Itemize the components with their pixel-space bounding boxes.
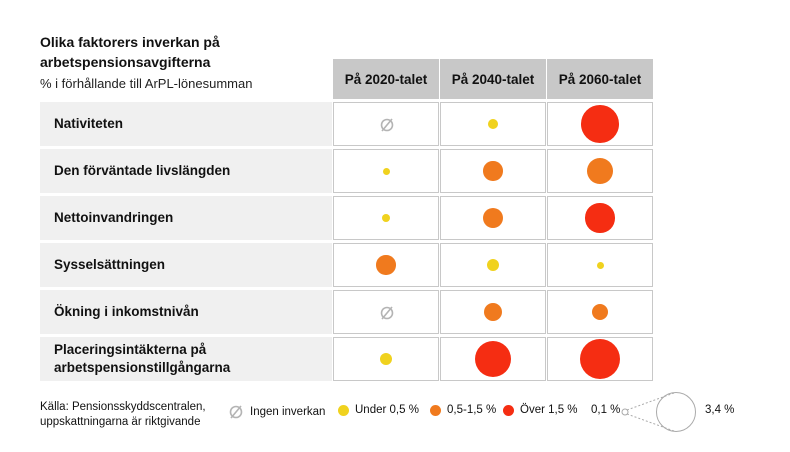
size-legend-small-circle xyxy=(621,408,629,416)
legend-item-mid: 0,5-1,5 % xyxy=(430,404,496,416)
legend-label-mid: 0,5-1,5 % xyxy=(447,404,497,416)
impact-dot xyxy=(581,105,619,143)
matrix-cell xyxy=(333,196,439,240)
impact-dot xyxy=(382,167,390,175)
matrix-cell xyxy=(547,337,653,381)
matrix-cell xyxy=(440,149,546,193)
size-legend-dash-bottom xyxy=(626,413,675,432)
matrix-cell xyxy=(547,290,653,334)
row-label: Placeringsintäkterna på arbetspensionsti… xyxy=(54,342,231,375)
matrix-cell xyxy=(440,196,546,240)
matrix-cell xyxy=(440,337,546,381)
matrix-cell xyxy=(333,337,439,381)
matrix-cell xyxy=(547,196,653,240)
matrix-cell xyxy=(333,102,439,146)
row-label: Nativiteten xyxy=(54,116,124,131)
matrix-cell xyxy=(440,290,546,334)
no-impact-icon xyxy=(229,405,243,419)
legend-dot-under xyxy=(338,404,349,416)
chart-title: Olika faktorers inverkan på arbetspensio… xyxy=(40,34,220,70)
matrix-cell xyxy=(333,290,439,334)
no-impact-icon xyxy=(380,118,394,132)
row-label: Den förväntade livslängden xyxy=(54,163,231,178)
column-header-2040: På 2040-talet xyxy=(440,59,546,99)
legend-dot-mid xyxy=(430,404,441,416)
chart-subtitle: % i förhållande till ArPL-lönesumman xyxy=(40,76,253,91)
matrix-cell xyxy=(547,243,653,287)
impact-dot xyxy=(483,161,503,181)
legend-label-none: Ingen inverkan xyxy=(250,406,326,418)
matrix-cell xyxy=(547,102,653,146)
no-impact-icon xyxy=(380,306,394,320)
impact-dot xyxy=(580,339,620,379)
row-label-cell: Den förväntade livslängden xyxy=(40,149,332,193)
row-label-cell: Placeringsintäkterna på arbetspensionsti… xyxy=(40,337,332,381)
size-legend-dash-top xyxy=(626,392,675,411)
row-label: Sysselsättningen xyxy=(54,257,166,272)
column-header-2060: På 2060-talet xyxy=(547,59,653,99)
chart-title-block: Olika faktorers inverkan på arbetspensio… xyxy=(40,32,320,94)
impact-dot xyxy=(376,255,396,275)
impact-dot xyxy=(488,119,498,129)
matrix-cell xyxy=(440,243,546,287)
matrix-cell xyxy=(440,102,546,146)
matrix-cell xyxy=(333,149,439,193)
impact-dot xyxy=(381,213,391,223)
row-label-cell: Sysselsättningen xyxy=(40,243,332,287)
column-header-2020: På 2020-talet xyxy=(333,59,439,99)
impact-dot xyxy=(483,302,503,322)
size-legend-max-label: 3,4 % xyxy=(705,404,735,416)
matrix-cell xyxy=(333,243,439,287)
impact-dot xyxy=(486,258,499,271)
row-label: Ökning i inkomstnivån xyxy=(54,304,199,319)
impact-dot xyxy=(591,303,609,321)
row-label-cell: Nativiteten xyxy=(40,102,332,146)
size-legend-graphic xyxy=(621,392,696,432)
impact-dot xyxy=(587,158,613,184)
row-label-cell: Nettoinvandringen xyxy=(40,196,332,240)
row-label-cell: Ökning i inkomstnivån xyxy=(40,290,332,334)
source-note: Källa: Pensionsskyddscentralen, uppskatt… xyxy=(40,401,206,428)
matrix-cell xyxy=(547,149,653,193)
impact-dot xyxy=(474,340,512,378)
impact-dot xyxy=(596,261,604,269)
row-label: Nettoinvandringen xyxy=(54,210,174,225)
legend-label-under: Under 0,5 % xyxy=(355,404,419,416)
legend-dot-over xyxy=(503,404,514,416)
size-legend-min-label: 0,1 % xyxy=(591,404,621,416)
size-legend-large-circle xyxy=(656,392,696,432)
legend-label-over: Över 1,5 % xyxy=(520,404,578,416)
legend-item-over: Över 1,5 % xyxy=(503,404,578,416)
legend-item-none: Ingen inverkan xyxy=(228,404,325,420)
impact-dot xyxy=(482,207,504,229)
legend-item-under: Under 0,5 % xyxy=(338,404,419,416)
impact-dot xyxy=(585,203,615,233)
impact-dot xyxy=(379,352,393,366)
